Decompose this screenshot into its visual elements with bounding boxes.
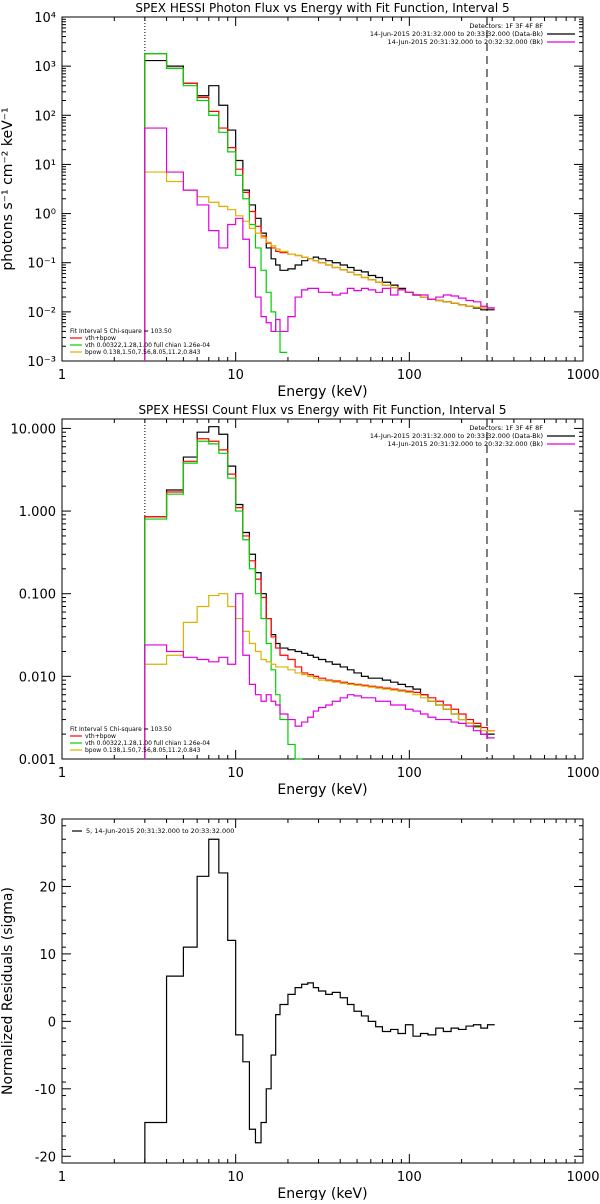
legend-bottomleft-text: vth 0.00322,1.28,1.00 full chian 1.26e-0… <box>85 740 210 747</box>
y-tick-label: 10¹ <box>34 158 56 173</box>
series-line-data <box>144 59 495 361</box>
legend-topright-text: Detectors: 1F 3F 4F 8F <box>469 22 543 30</box>
x-tick-label: 10 <box>227 1170 244 1185</box>
y-tick-label: 0.100 <box>19 588 56 603</box>
series-line-total <box>144 438 495 759</box>
y-tick-label: 10² <box>34 109 56 124</box>
chart-1: SPEX HESSI Photon Flux vs Energy with Fi… <box>0 1 600 400</box>
x-axis-label: Energy (keV) <box>277 1186 367 1200</box>
x-tick-label: 1 <box>58 368 66 383</box>
chart-2: SPEX HESSI Count Flux vs Energy with Fit… <box>11 403 600 798</box>
x-tick-label: 1 <box>58 1170 66 1185</box>
series-line-data <box>144 426 495 759</box>
y-axis-label: photons s⁻¹ cm⁻² keV⁻¹ <box>0 107 16 270</box>
chart-title: SPEX HESSI Count Flux vs Energy with Fit… <box>138 403 506 417</box>
y-tick-label: 10³ <box>34 60 56 75</box>
legend-topright-text: 14-Jun-2015 20:31:32.000 to 20:33:32.000… <box>370 30 543 38</box>
y-tick-label: 10⁻² <box>27 306 56 321</box>
x-tick-label: 100 <box>397 1170 422 1185</box>
y-tick-label: 1.000 <box>19 505 56 520</box>
y-tick-label: 10⁻¹ <box>27 257 56 272</box>
x-tick-label: 1000 <box>566 368 599 383</box>
legend-bottomleft-text: vth+bpow <box>85 733 116 740</box>
x-tick-label: 100 <box>397 766 422 781</box>
y-tick-label: 10⁴ <box>34 11 56 26</box>
chart-3: 1 10 100 1000 Energy (keV) -20 -10 0 10 20 30 Norma… <box>0 813 600 1202</box>
y-tick-label: 0.010 <box>19 670 56 685</box>
plot-frame <box>61 16 584 362</box>
y-tick-label: 0 <box>48 1015 56 1030</box>
y-tick-label: 20 <box>39 880 56 895</box>
y-tick-label: 30 <box>39 813 56 828</box>
x-tick-label: 1000 <box>566 1170 599 1185</box>
x-tick-label: 10 <box>227 368 244 383</box>
x-tick-label: 1000 <box>566 766 599 781</box>
y-axis-label: Normalized Residuals (sigma) <box>0 887 16 1095</box>
plot-frame <box>61 418 584 760</box>
legend-topright-text: 14-Jun-2015 20:31:32.000 to 20:32:32.000… <box>388 440 543 448</box>
legend-bottomleft-text: vth+bpow <box>85 335 116 342</box>
x-tick-label: 10 <box>227 766 244 781</box>
plot-frame <box>61 818 584 1164</box>
y-tick-label: 0.001 <box>19 753 56 768</box>
series-line-bk <box>144 127 495 361</box>
x-axis-label: Energy (keV) <box>277 782 367 798</box>
series-line-bpow <box>144 593 495 759</box>
y-tick-label: -10 <box>35 1083 56 1098</box>
legend-topright-text: Detectors: 1F 3F 4F 8F <box>469 424 543 432</box>
x-tick-label: 1 <box>58 766 66 781</box>
x-tick-label: 100 <box>397 368 422 383</box>
y-tick-label: 10⁻³ <box>27 355 56 370</box>
y-tick-label: 10.000 <box>11 422 57 437</box>
x-axis-label: Energy (keV) <box>277 384 367 400</box>
legend-topleft-text: 5, 14-Jun-2015 20:31:32.000 to 20:33:32.… <box>86 827 234 835</box>
y-tick-label: 10⁰ <box>34 208 56 223</box>
y-tick-label: 10 <box>39 948 56 963</box>
series-line-bk <box>144 593 495 759</box>
y-tick-label: -20 <box>35 1150 56 1165</box>
legend-bottomleft-text: Fit Interval 5 Chi-square = 103.50 <box>70 328 172 335</box>
legend-bottomleft-text: vth 0.00322,1.28,1.00 full chian 1.26e-0… <box>85 342 210 349</box>
legend-bottomleft-text: bpow 0.138,1.50,7.56,8.05,11.2,0.843 <box>85 349 201 356</box>
series-line-data <box>144 838 495 1163</box>
legend-bottomleft-text: Fit Interval 5 Chi-square = 103.50 <box>70 726 172 733</box>
chart-title: SPEX HESSI Photon Flux vs Energy with Fi… <box>135 1 509 15</box>
series-line-vth <box>144 52 288 361</box>
legend-topright-text: 14-Jun-2015 20:31:32.000 to 20:32:32.000… <box>388 38 543 46</box>
series-line-vth <box>144 440 303 760</box>
legend-topright-text: 14-Jun-2015 20:31:32.000 to 20:33:32.000… <box>370 432 543 440</box>
legend-bottomleft-text: bpow 0.138,1.50,7.56,8.05,11.2,0.843 <box>85 747 201 754</box>
